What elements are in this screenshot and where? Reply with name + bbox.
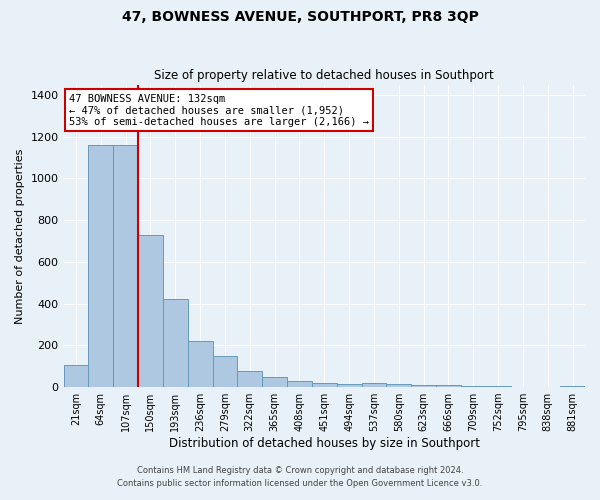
Bar: [436, 386, 461, 387]
Bar: [560, 386, 585, 387]
Bar: [386, 384, 411, 387]
Bar: [113, 145, 138, 387]
Bar: [64, 364, 88, 387]
Y-axis label: Number of detached properties: Number of detached properties: [15, 148, 25, 324]
Bar: [337, 384, 362, 387]
Bar: [485, 386, 511, 387]
Bar: [362, 384, 386, 387]
Bar: [312, 384, 337, 387]
Bar: [238, 372, 262, 387]
Bar: [188, 341, 212, 387]
Bar: [138, 235, 163, 387]
Bar: [88, 145, 113, 387]
Text: 47 BOWNESS AVENUE: 132sqm
← 47% of detached houses are smaller (1,952)
53% of se: 47 BOWNESS AVENUE: 132sqm ← 47% of detac…: [69, 94, 369, 127]
Bar: [163, 300, 188, 387]
X-axis label: Distribution of detached houses by size in Southport: Distribution of detached houses by size …: [169, 437, 480, 450]
Bar: [461, 386, 485, 387]
Bar: [262, 376, 287, 387]
Bar: [212, 356, 238, 387]
Bar: [411, 385, 436, 387]
Text: 47, BOWNESS AVENUE, SOUTHPORT, PR8 3QP: 47, BOWNESS AVENUE, SOUTHPORT, PR8 3QP: [122, 10, 478, 24]
Text: Contains HM Land Registry data © Crown copyright and database right 2024.
Contai: Contains HM Land Registry data © Crown c…: [118, 466, 482, 487]
Title: Size of property relative to detached houses in Southport: Size of property relative to detached ho…: [154, 69, 494, 82]
Bar: [287, 381, 312, 387]
